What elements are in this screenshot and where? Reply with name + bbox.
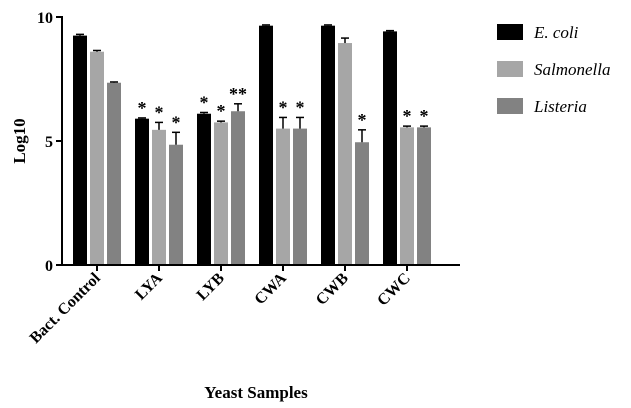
y-ticks: 0 5 10: [37, 10, 62, 275]
legend-swatch: [497, 98, 523, 114]
significance-marker: *: [403, 106, 412, 126]
significance-marker: *: [172, 112, 181, 132]
significance-marker: *: [217, 101, 226, 121]
bar: [338, 43, 352, 265]
bar: [169, 144, 183, 265]
y-tick-label: 5: [45, 134, 53, 151]
legend-swatch: [497, 61, 523, 77]
bar: [400, 127, 414, 265]
plot-area: * * ** **** ** * *: [73, 24, 431, 266]
bar: [107, 82, 121, 265]
bar: [293, 128, 307, 265]
significance-marker: **: [229, 84, 247, 104]
bar: [135, 118, 149, 266]
bar: [90, 51, 104, 265]
bar: [259, 25, 273, 266]
x-axis-title: Yeast Samples: [204, 383, 308, 402]
x-tick-label: CWC: [374, 270, 414, 310]
bar: [355, 142, 369, 265]
legend-swatch: [497, 24, 523, 40]
x-tick-label: Bact. Control: [27, 269, 105, 347]
legend-label: Salmonella: [534, 60, 611, 79]
significance-marker: *: [155, 102, 164, 122]
x-tick-label: LYB: [194, 270, 228, 304]
x-tick-label: CWB: [313, 270, 352, 309]
y-tick-label: 10: [37, 10, 53, 27]
significance-marker: *: [358, 110, 367, 130]
bar: [383, 31, 397, 265]
y-axis-title: Log10: [10, 118, 29, 163]
bar: [197, 113, 211, 265]
bar: [417, 127, 431, 265]
y-tick-label: 0: [45, 258, 53, 275]
legend-label: Listeria: [533, 97, 587, 116]
x-ticks: Bact. Control LYA LYB CWA CWB CWC: [27, 265, 414, 347]
significance-marker: *: [200, 92, 209, 112]
significance-marker: *: [420, 106, 429, 126]
bar: [321, 25, 335, 266]
significance-marker: *: [296, 97, 305, 117]
legend-label: E. coli: [533, 23, 579, 42]
bar: [214, 122, 228, 266]
bar: [152, 129, 166, 265]
x-tick-label: LYA: [132, 269, 166, 303]
significance-marker: *: [138, 98, 147, 118]
bar: [276, 128, 290, 265]
legend: E. coli Salmonella Listeria: [497, 23, 611, 116]
bar: [231, 111, 245, 266]
bar: [73, 35, 87, 265]
x-tick-label: CWA: [251, 269, 290, 308]
significance-marker: *: [279, 97, 288, 117]
